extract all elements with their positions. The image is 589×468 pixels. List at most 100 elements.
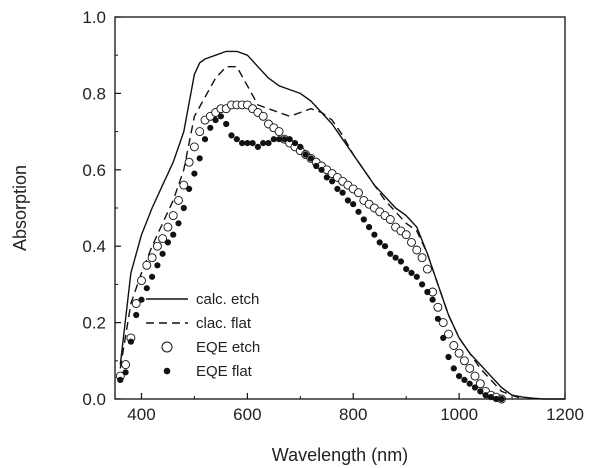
- data-point: [444, 329, 453, 339]
- data-point: [339, 189, 346, 196]
- data-point: [196, 155, 203, 162]
- data-point: [138, 296, 145, 303]
- data-point: [422, 264, 432, 274]
- data-point: [438, 318, 448, 328]
- data-point: [297, 143, 304, 150]
- y-tick-label: 1.0: [82, 8, 106, 27]
- data-point: [450, 365, 457, 372]
- data-point: [381, 243, 389, 250]
- data-point: [417, 253, 427, 263]
- data-point: [189, 142, 199, 152]
- data-point: [223, 120, 230, 128]
- series-eqe-etch: [115, 100, 506, 404]
- data-point: [276, 136, 283, 143]
- data-point: [286, 136, 293, 143]
- x-tick-label: 800: [339, 405, 367, 424]
- data-point: [355, 208, 362, 215]
- data-point: [397, 258, 405, 265]
- x-tick-label: 1200: [546, 405, 584, 424]
- data-point: [159, 250, 166, 257]
- data-point: [419, 281, 426, 288]
- legend: calc. etch clac. flat EQE etch EQE flat: [146, 291, 260, 380]
- legend-label: calc. etch: [196, 291, 259, 308]
- series-eqe-flat: [117, 113, 505, 403]
- data-point: [191, 170, 198, 177]
- legend-label: clac. flat: [196, 315, 252, 332]
- data-point: [434, 315, 442, 322]
- legend-item: clac. flat: [146, 315, 252, 332]
- data-point: [376, 239, 383, 246]
- data-point: [313, 162, 320, 170]
- data-point: [249, 140, 256, 147]
- data-point: [254, 143, 261, 150]
- x-axis-title: Wavelength (nm): [272, 445, 408, 465]
- data-point: [201, 136, 209, 143]
- data-point: [195, 127, 205, 137]
- data-point: [466, 380, 473, 387]
- data-point: [260, 140, 267, 147]
- data-point: [318, 166, 325, 173]
- series-line: [119, 66, 523, 400]
- data-point: [131, 299, 141, 308]
- series-line: [119, 50, 565, 400]
- legend-item: EQE flat: [163, 363, 253, 380]
- legend-symbol: [163, 367, 171, 375]
- data-point: [164, 239, 171, 246]
- data-point: [244, 140, 251, 147]
- y-tick-label: 0.2: [82, 314, 106, 333]
- data-point: [270, 136, 277, 143]
- data-point: [143, 285, 150, 292]
- data-point: [392, 254, 399, 261]
- data-point: [465, 363, 475, 373]
- data-point: [265, 140, 272, 147]
- y-tick-label: 0.6: [82, 161, 106, 180]
- data-point: [445, 353, 452, 361]
- data-point: [184, 157, 194, 167]
- data-point: [152, 241, 162, 251]
- data-point: [274, 127, 284, 137]
- data-point: [133, 311, 140, 319]
- data-point: [170, 231, 177, 238]
- data-point: [366, 224, 373, 231]
- x-tick-label: 600: [233, 405, 261, 424]
- y-tick-label: 0.8: [82, 84, 106, 103]
- data-point: [440, 334, 447, 342]
- data-point: [371, 231, 378, 238]
- legend-item: EQE etch: [161, 339, 260, 356]
- data-point: [459, 356, 469, 366]
- x-tick-label: 400: [127, 405, 155, 424]
- data-point: [433, 302, 443, 312]
- legend-label: EQE etch: [196, 339, 260, 356]
- data-point: [456, 373, 463, 380]
- data-point: [350, 201, 357, 208]
- data-point: [186, 185, 193, 192]
- data-point: [429, 296, 436, 303]
- data-point: [291, 140, 299, 147]
- data-point: [149, 273, 156, 280]
- data-point: [158, 234, 168, 244]
- data-point: [175, 220, 182, 227]
- data-point: [212, 116, 219, 124]
- data-point: [239, 140, 246, 147]
- data-point: [413, 273, 420, 280]
- y-tick-label: 0.4: [82, 237, 106, 256]
- series-calc-etch: [119, 50, 565, 400]
- data-point: [461, 376, 468, 384]
- legend-item: calc. etch: [146, 291, 259, 308]
- data-point: [127, 338, 134, 345]
- series-clac-flat: [119, 66, 523, 400]
- data-point: [168, 211, 178, 221]
- data-point: [387, 250, 394, 257]
- data-point: [471, 384, 479, 391]
- data-point: [412, 245, 422, 255]
- data-point: [360, 216, 367, 223]
- x-tick-label: 1000: [440, 405, 478, 424]
- data-point: [122, 369, 129, 376]
- data-point: [302, 151, 309, 158]
- data-point: [354, 188, 363, 198]
- legend-label: EQE flat: [196, 363, 253, 380]
- data-point: [424, 288, 431, 296]
- data-point: [233, 136, 240, 143]
- data-point: [228, 132, 235, 139]
